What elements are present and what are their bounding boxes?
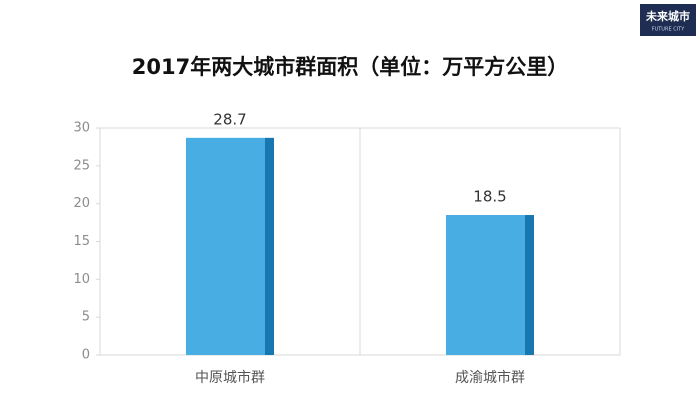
y-tick-label: 15 [73,234,90,249]
y-tick-label: 10 [73,272,90,287]
logo-text: 未来城市 [645,9,690,23]
chart-title: 2017年两大城市群面积（单位：万平方公里） [132,55,568,79]
bar-side [265,137,274,355]
y-tick-label: 5 [82,310,90,325]
bar-side [525,215,534,355]
logo-subtext: FUTURE CITY [652,27,685,33]
bar [186,137,265,355]
y-tick-label: 0 [82,348,90,363]
value-label: 18.5 [473,188,506,206]
logo-box [640,4,696,36]
value-label: 28.7 [213,110,246,128]
y-tick-label: 25 [73,158,90,173]
bar [446,215,525,355]
x-tick-label: 成渝城市群 [455,369,525,386]
y-tick-label: 20 [73,196,90,211]
x-tick-label: 中原城市群 [195,369,265,386]
y-tick-label: 30 [73,121,90,136]
